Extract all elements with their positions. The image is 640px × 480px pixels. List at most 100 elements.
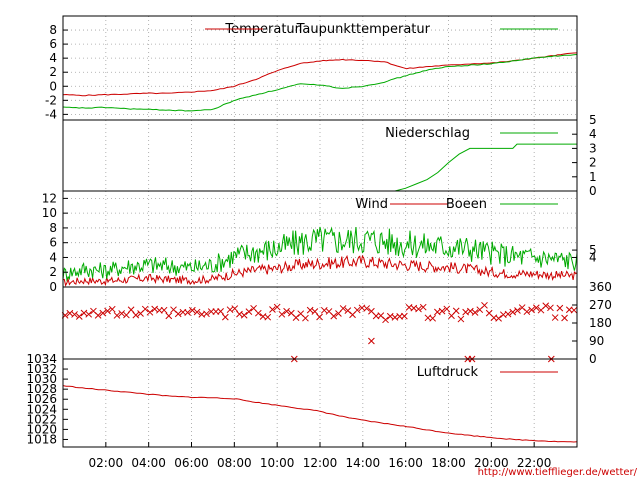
temp-series-0 bbox=[62, 52, 578, 97]
ytick-label-r-direction-2: 180 bbox=[589, 316, 612, 330]
ytick-label-r-rain-1: 4 bbox=[589, 127, 597, 141]
ytick-label-r-wind-1: 4 bbox=[589, 250, 597, 264]
direction-marker-22 bbox=[165, 312, 173, 320]
direction-marker-5 bbox=[85, 310, 93, 318]
series-layer bbox=[61, 52, 578, 443]
direction-marker-81 bbox=[443, 305, 451, 313]
direction-marker-7 bbox=[94, 311, 102, 319]
ytick-label-pressure-5: 1024 bbox=[26, 402, 57, 416]
direction-marker-28 bbox=[193, 308, 201, 316]
direction-marker-57 bbox=[330, 312, 338, 320]
direction-marker-106 bbox=[561, 314, 568, 322]
ytick-label-temp-4: 0 bbox=[49, 79, 57, 93]
direction-marker-24 bbox=[174, 310, 182, 318]
direction-marker-15 bbox=[132, 311, 140, 319]
legend-label-wind-0: Wind bbox=[355, 197, 388, 212]
direction-marker-83 bbox=[452, 307, 460, 315]
ytick-label-pressure-2: 1030 bbox=[26, 372, 57, 386]
ytick-label-wind-1: 10 bbox=[42, 206, 57, 220]
ytick-label-pressure-8: 1018 bbox=[26, 432, 57, 446]
ytick-label-temp-1: 6 bbox=[49, 37, 57, 51]
direction-marker-95 bbox=[509, 308, 517, 316]
direction-marker-12 bbox=[118, 310, 126, 317]
direction-marker-62 bbox=[353, 306, 361, 314]
direction-marker-30 bbox=[203, 310, 210, 318]
direction-outlier-1 bbox=[368, 337, 375, 345]
ytick-label-wind-5: 2 bbox=[49, 265, 57, 279]
ytick-label-r-rain-0: 5 bbox=[589, 113, 597, 127]
direction-marker-11 bbox=[113, 312, 121, 319]
direction-marker-87 bbox=[471, 309, 479, 316]
xtick-label-5: 12:00 bbox=[303, 456, 338, 470]
legend-label-temp-1: Taupunkttemperatur bbox=[296, 22, 431, 37]
direction-marker-45 bbox=[273, 303, 281, 311]
rain-series-0 bbox=[63, 143, 577, 192]
direction-marker-26 bbox=[184, 309, 191, 316]
direction-marker-41 bbox=[254, 309, 262, 317]
direction-marker-46 bbox=[278, 310, 286, 318]
direction-marker-59 bbox=[339, 305, 347, 312]
direction-marker-84 bbox=[457, 315, 465, 323]
direction-marker-52 bbox=[306, 306, 314, 314]
ytick-label-temp-6: -4 bbox=[45, 107, 57, 121]
direction-marker-49 bbox=[292, 314, 300, 321]
direction-marker-108 bbox=[570, 306, 578, 314]
ytick-label-pressure-7: 1020 bbox=[26, 422, 57, 436]
direction-marker-92 bbox=[495, 315, 502, 322]
ytick-label-wind-2: 8 bbox=[49, 221, 57, 235]
xtick-label-2: 06:00 bbox=[174, 456, 209, 470]
direction-marker-98 bbox=[523, 308, 531, 316]
wind-series-0 bbox=[62, 254, 578, 287]
ytick-label-pressure-3: 1028 bbox=[26, 382, 57, 396]
direction-marker-3 bbox=[75, 313, 83, 320]
ytick-label-temp-0: 8 bbox=[49, 23, 57, 37]
ytick-label-pressure-0: 1034 bbox=[26, 352, 57, 366]
xtick-label-7: 16:00 bbox=[388, 456, 423, 470]
direction-marker-75 bbox=[415, 305, 422, 313]
direction-marker-53 bbox=[311, 308, 319, 315]
legend-label-wind-1: Boeen bbox=[446, 197, 487, 212]
ytick-label-temp-2: 4 bbox=[49, 51, 57, 65]
ytick-label-wind-6: 0 bbox=[49, 280, 57, 294]
ytick-label-temp-5: -2 bbox=[45, 93, 57, 107]
ytick-label-wind-0: 12 bbox=[42, 191, 57, 205]
direction-marker-18 bbox=[146, 308, 154, 316]
pressure-series-0 bbox=[62, 385, 578, 443]
legend-label-pressure-0: Luftdruck bbox=[417, 365, 479, 380]
ytick-label-r-direction-1: 270 bbox=[589, 298, 612, 312]
direction-marker-64 bbox=[363, 305, 371, 312]
direction-marker-14 bbox=[127, 306, 135, 314]
direction-marker-104 bbox=[551, 314, 559, 321]
ytick-label-pressure-4: 1026 bbox=[26, 392, 57, 406]
wind-series-1 bbox=[62, 226, 578, 282]
ytick-label-pressure-1: 1032 bbox=[26, 362, 57, 376]
direction-marker-94 bbox=[504, 310, 512, 318]
direction-marker-19 bbox=[151, 305, 159, 313]
direction-marker-4 bbox=[80, 309, 88, 317]
ytick-label-r-rain-5: 0 bbox=[589, 184, 597, 198]
direction-marker-38 bbox=[240, 311, 248, 319]
direction-marker-102 bbox=[542, 302, 550, 310]
ytick-label-pressure-6: 1022 bbox=[26, 412, 57, 426]
direction-marker-8 bbox=[99, 309, 107, 317]
direction-marker-10 bbox=[108, 305, 116, 313]
ytick-label-wind-4: 4 bbox=[49, 250, 57, 264]
direction-marker-100 bbox=[532, 304, 540, 312]
direction-marker-80 bbox=[438, 307, 446, 315]
credit-link[interactable]: http://www.tiefflieger.de/wetter/ bbox=[478, 467, 638, 478]
ytick-label-r-rain-3: 2 bbox=[589, 156, 597, 170]
direction-marker-89 bbox=[481, 301, 488, 309]
ytick-label-r-direction-4: 0 bbox=[589, 352, 597, 366]
direction-marker-99 bbox=[528, 306, 535, 314]
xtick-label-0: 02:00 bbox=[89, 456, 124, 470]
frame-layer bbox=[62, 15, 578, 448]
ytick-label-r-rain-4: 1 bbox=[589, 170, 597, 184]
direction-marker-105 bbox=[556, 304, 564, 312]
direction-marker-13 bbox=[123, 311, 130, 319]
ytick-label-r-rain-2: 3 bbox=[589, 141, 597, 155]
grid-layer bbox=[63, 16, 577, 447]
xtick-label-3: 08:00 bbox=[217, 456, 252, 470]
direction-marker-76 bbox=[419, 303, 427, 311]
